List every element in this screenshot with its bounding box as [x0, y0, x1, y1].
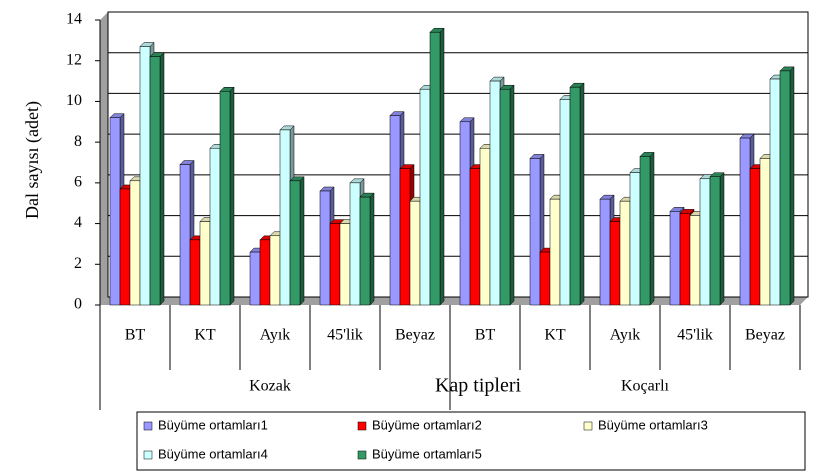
bar: [179, 164, 191, 306]
y-tick-label: 8: [74, 133, 82, 150]
bar: [199, 221, 211, 306]
bar: [279, 129, 291, 306]
y-tick-label: 6: [74, 174, 82, 191]
bar-side: [719, 172, 725, 306]
legend-swatch: [143, 421, 153, 431]
y-tick-label: 12: [66, 51, 82, 68]
group-label: Kozak: [249, 378, 291, 395]
bar: [739, 137, 751, 306]
bar: [679, 213, 691, 306]
x-axis-title: Kap tipleri: [435, 375, 522, 397]
bar: [709, 176, 721, 306]
bar: [119, 188, 131, 306]
bar: [779, 70, 791, 306]
bar: [429, 31, 441, 306]
bar: [689, 215, 701, 306]
bar: [109, 117, 121, 306]
bar: [629, 172, 641, 306]
bar-side: [579, 82, 585, 306]
bar: [209, 148, 221, 306]
bar: [319, 190, 331, 306]
x-tick-label: Beyaz: [745, 327, 785, 344]
bar: [149, 56, 161, 306]
legend-label: Büyüme ortamları1: [158, 417, 268, 432]
bar-side: [439, 27, 445, 306]
x-tick-label: KT: [544, 327, 566, 344]
y-tick-label: 2: [74, 255, 82, 272]
bar: [289, 180, 301, 306]
x-tick-label: BT: [475, 327, 496, 344]
bar: [469, 168, 481, 306]
bar: [699, 178, 711, 306]
y-tick-label: 14: [66, 11, 82, 28]
y-tick-label: 0: [74, 296, 82, 313]
bar: [349, 182, 361, 306]
y-tick-label: 4: [74, 214, 82, 231]
bar: [329, 223, 341, 306]
bar: [529, 158, 541, 306]
x-tick-label: 45'lik: [327, 327, 363, 344]
y-axis-title: Dal sayısı (adet): [22, 101, 43, 219]
x-tick-label: Ayık: [260, 327, 291, 344]
bar: [489, 80, 501, 306]
bar-side: [369, 192, 375, 306]
legend-swatch: [357, 450, 367, 460]
bar-side: [229, 86, 235, 306]
group-label: Koçarlı: [621, 378, 670, 395]
bar: [559, 99, 571, 306]
bar: [139, 46, 151, 306]
bar: [549, 198, 561, 306]
x-tick-label: BT: [125, 327, 146, 344]
bar: [759, 158, 771, 306]
legend-box: [136, 411, 806, 471]
bar: [459, 121, 471, 306]
left-wall: [100, 12, 108, 305]
bar: [479, 148, 491, 306]
x-tick-label: Ayık: [610, 327, 641, 344]
bar: [619, 200, 631, 306]
bar: [599, 198, 611, 306]
legend-label: Büyüme ortamları3: [598, 417, 708, 432]
bar-side: [649, 151, 655, 306]
bar-side: [299, 176, 305, 306]
bar: [359, 196, 371, 306]
legend-swatch: [357, 421, 367, 431]
legend-label: Büyüme ortamları4: [158, 446, 268, 461]
bar: [539, 251, 551, 306]
bar: [749, 168, 761, 306]
bar: [569, 86, 581, 306]
bar: [639, 156, 651, 306]
bar-side: [509, 84, 515, 306]
legend-label: Büyüme ortamları2: [372, 417, 482, 432]
bar: [129, 180, 141, 306]
bar: [419, 88, 431, 306]
bar: [669, 211, 681, 306]
bar-side: [159, 52, 165, 306]
legend-swatch: [143, 450, 153, 460]
bar: [219, 91, 231, 306]
legend-label: Büyüme ortamları5: [372, 446, 482, 461]
bar: [389, 115, 401, 306]
bar: [609, 221, 621, 306]
bar: [249, 251, 261, 306]
bar: [769, 78, 781, 306]
bar-side: [789, 66, 795, 306]
bar: [409, 200, 421, 306]
x-tick-label: Beyaz: [395, 327, 435, 344]
bar: [399, 168, 411, 306]
x-tick-label: 45'lik: [677, 327, 713, 344]
y-tick-label: 10: [66, 92, 82, 109]
bar: [259, 239, 271, 306]
bar: [339, 223, 351, 306]
legend-swatch: [583, 421, 593, 431]
x-tick-label: KT: [194, 327, 216, 344]
bar: [269, 235, 281, 306]
bar: [499, 88, 511, 306]
bar: [189, 239, 201, 306]
